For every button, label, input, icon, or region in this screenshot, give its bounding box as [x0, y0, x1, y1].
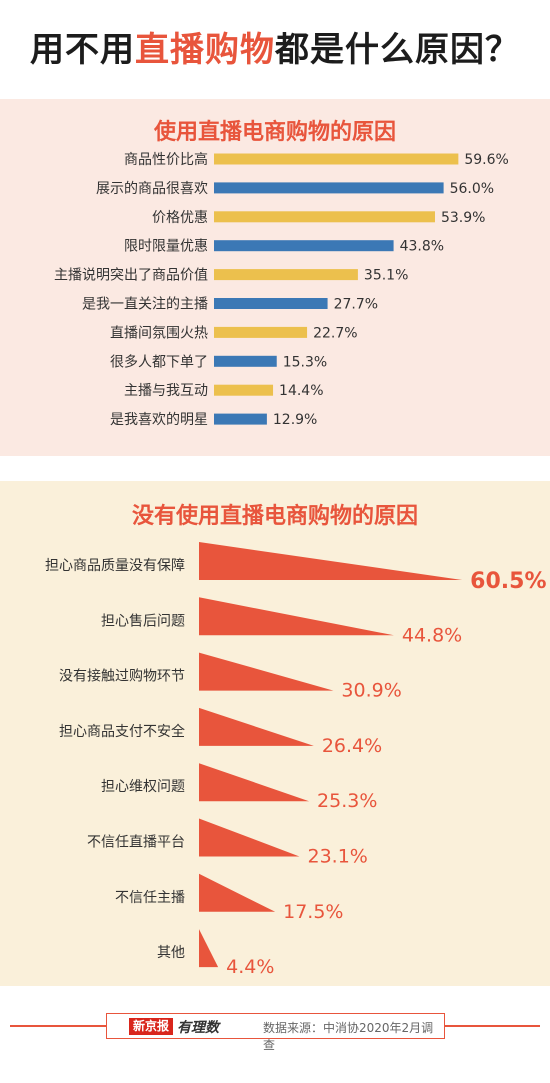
value-label: 56.0%	[450, 181, 494, 197]
value-label: 23.1%	[307, 846, 367, 868]
brand-logo: 新京报	[129, 1018, 174, 1035]
wedge-bar	[199, 597, 394, 636]
wedge-bar	[199, 542, 463, 580]
category-label: 不信任主播	[115, 890, 185, 906]
value-label: 12.9%	[273, 412, 317, 428]
wedge-bar	[199, 652, 334, 691]
category-label: 价格优惠	[152, 210, 208, 226]
not-used-reasons-title: 没有使用直播电商购物的原因	[131, 504, 418, 529]
value-label: 44.8%	[402, 624, 462, 646]
bar	[214, 355, 277, 367]
category-label: 担心商品支付不安全	[59, 723, 185, 740]
category-label: 担心商品质量没有保障	[45, 558, 185, 574]
value-label: 14.4%	[279, 383, 323, 399]
value-label: 26.4%	[322, 735, 382, 757]
value-label: 60.5%	[470, 569, 546, 594]
wedge-bar	[199, 929, 219, 968]
category-label: 没有接触过购物环节	[59, 668, 185, 685]
value-label: 53.9%	[441, 210, 485, 226]
value-label: 15.3%	[283, 354, 327, 370]
bar	[214, 182, 444, 194]
brand-sub-logo: 有理数	[177, 1020, 219, 1036]
bar	[214, 211, 435, 223]
category-label: 是我一直关注的主播	[82, 296, 208, 313]
bar	[214, 413, 267, 425]
value-label: 17.5%	[283, 901, 343, 923]
footer-credit: 新京报 有理数 数据来源：中消协2020年2月调查	[106, 1013, 445, 1052]
category-label: 是我喜欢的明星	[110, 412, 208, 428]
value-label: 59.6%	[464, 152, 508, 168]
page-title: 用不用直播购物都是什么原因？	[30, 30, 520, 70]
category-label: 不信任直播平台	[87, 834, 185, 851]
bar	[214, 326, 308, 338]
value-label: 43.8%	[400, 239, 444, 255]
category-label: 主播与我互动	[124, 383, 208, 399]
category-label: 很多人都下单了	[110, 353, 208, 370]
category-label: 限时限量优惠	[124, 239, 208, 255]
wedge-bar	[199, 763, 310, 802]
category-label: 展示的商品很喜欢	[96, 181, 208, 197]
bar	[214, 384, 274, 396]
used-reasons-title: 使用直播电商购物的原因	[153, 120, 396, 145]
value-label: 4.4%	[226, 956, 274, 978]
page-title-highlight: 直播购物	[135, 30, 275, 70]
value-label: 22.7%	[313, 325, 357, 341]
value-label: 30.9%	[341, 680, 401, 702]
wedge-bar	[199, 818, 300, 857]
category-label: 担心维权问题	[101, 779, 185, 795]
value-label: 27.7%	[334, 297, 378, 313]
bar	[214, 240, 394, 252]
bar	[214, 269, 358, 281]
wedge-bar	[199, 873, 276, 912]
category-label: 其他	[157, 945, 185, 961]
data-source: 数据来源：中消协2020年2月调查	[263, 1021, 434, 1052]
wedge-bar	[199, 707, 314, 746]
value-label: 35.1%	[364, 268, 408, 284]
bar	[214, 153, 459, 165]
category-label: 担心售后问题	[101, 613, 185, 629]
category-label: 直播间氛围火热	[110, 324, 208, 341]
value-label: 25.3%	[317, 790, 377, 812]
bar	[214, 298, 328, 309]
category-label: 商品性价比高	[124, 151, 208, 168]
category-label: 主播说明突出了商品价值	[54, 268, 208, 284]
